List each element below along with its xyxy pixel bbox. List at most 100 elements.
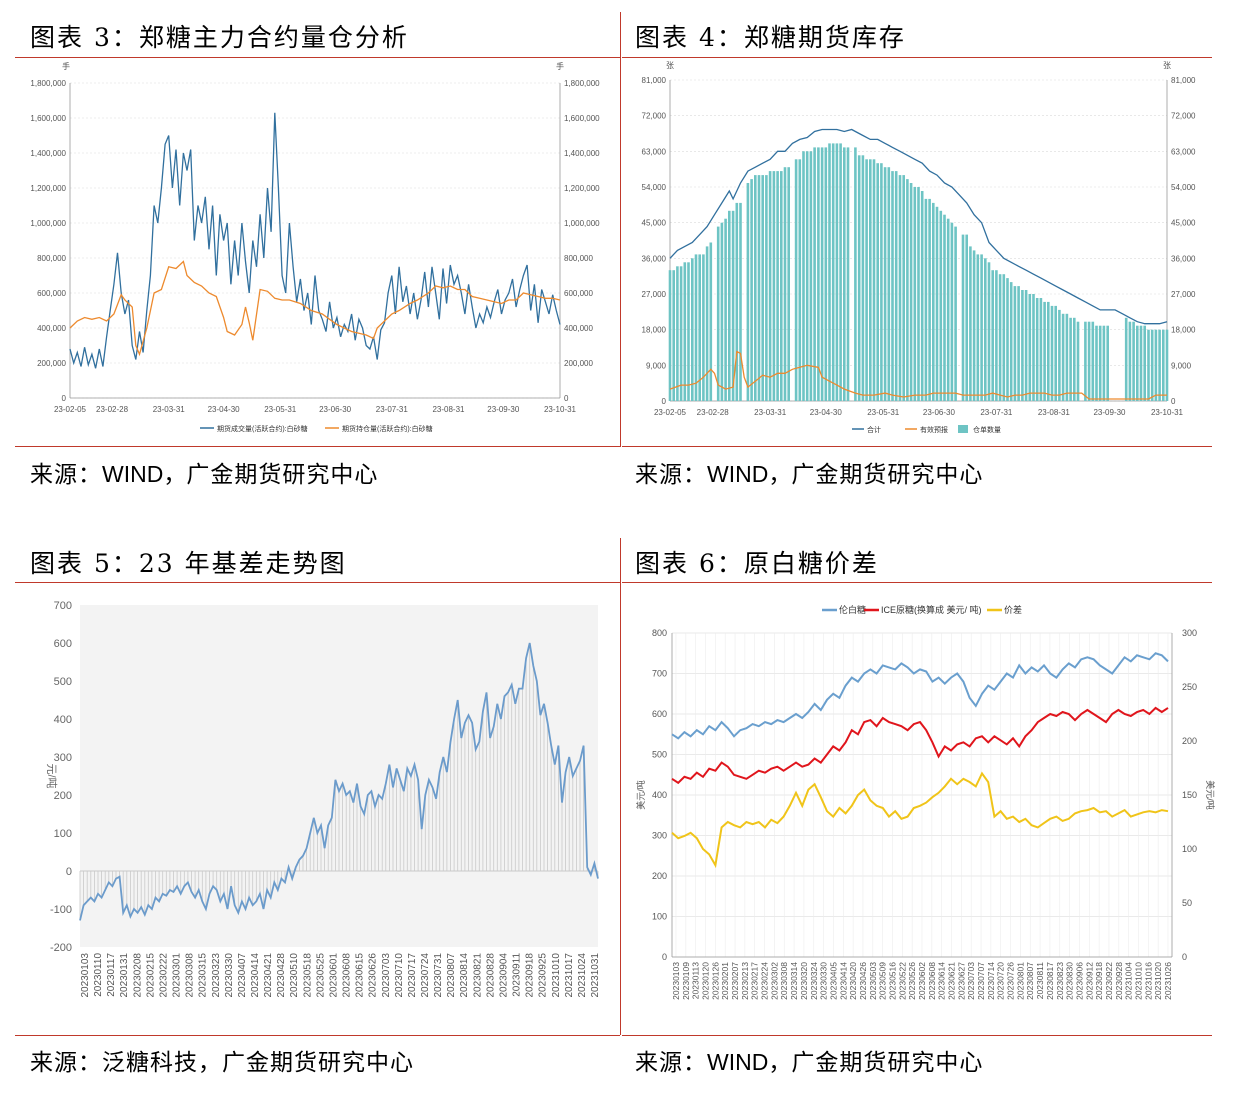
x-tick: 20230710	[394, 953, 405, 998]
x-tick: 23-06-30	[923, 408, 956, 417]
x-tick: 20230510	[289, 953, 300, 998]
y-tick-left: 27,000	[642, 290, 667, 299]
series-line	[79, 642, 599, 921]
bar	[987, 262, 991, 401]
y-tick-right: 200	[1182, 736, 1197, 746]
x-tick: 20230518	[302, 953, 313, 998]
bar	[1165, 329, 1169, 401]
chart5-source-rest: 泛糖科技，广金期货研究中心	[102, 1050, 414, 1076]
y-tick-left: 45,000	[642, 219, 667, 228]
y-tick-left: 0	[62, 394, 67, 403]
bar	[976, 254, 980, 401]
bar	[705, 246, 709, 401]
bar	[780, 171, 783, 401]
divider-mid-right	[622, 446, 1212, 447]
bar	[702, 254, 705, 401]
bar	[869, 159, 872, 401]
x-tick: 20230703	[381, 953, 392, 998]
x-tick: 20230601	[329, 953, 340, 998]
x-tick: 20230314	[789, 962, 799, 1000]
x-tick: 23-07-31	[376, 405, 409, 414]
x-tick: 20230308	[779, 962, 789, 1000]
y-tick-left: 700	[652, 669, 667, 679]
y-tick: 100	[54, 828, 72, 840]
bar	[924, 198, 928, 401]
legend-label: 期货持仓量(活跃合约):白砂糖	[342, 424, 433, 433]
bar	[887, 167, 891, 401]
bar	[1147, 329, 1150, 401]
x-tick: 20230315	[198, 953, 209, 998]
x-tick: 20230224	[760, 962, 770, 1000]
x-tick: 20230120	[701, 962, 711, 1000]
x-tick: 20230503	[868, 962, 878, 1000]
bar	[739, 202, 742, 401]
x-tick: 20230414	[838, 962, 848, 1000]
y-tick-left: 400	[652, 790, 667, 800]
bar	[913, 187, 917, 401]
divider-bottom-right	[622, 1035, 1212, 1036]
bar	[839, 143, 842, 401]
x-tick: 20230608	[342, 953, 353, 998]
x-tick: 20231031	[590, 953, 601, 998]
chart4-source-prefix: 来源：	[635, 462, 707, 488]
bar	[1158, 329, 1161, 401]
chart3-source-latin: WIND，	[102, 461, 187, 487]
x-tick: 23-10-31	[544, 405, 577, 414]
x-tick: 20231026	[1163, 962, 1173, 1000]
y-tick-left: 72,000	[642, 112, 667, 121]
x-tick: 20230811	[1035, 962, 1045, 999]
series-line	[69, 260, 561, 357]
y-tick-right: 9,000	[1171, 361, 1192, 370]
bar	[798, 159, 802, 401]
bar	[865, 159, 868, 401]
y-tick-left: 500	[652, 750, 667, 760]
x-tick: 20230614	[937, 962, 947, 1000]
x-tick: 20230222	[159, 953, 170, 998]
bar	[965, 234, 968, 401]
x-tick: 20230814	[459, 953, 470, 998]
legend-label: 价差	[1004, 604, 1022, 615]
x-tick: 20230215	[145, 953, 156, 998]
y-tick-left: 200	[652, 871, 667, 881]
x-tick: 20230421	[263, 953, 274, 998]
y-tick-right: 54,000	[1171, 183, 1196, 192]
x-tick: 20230707	[976, 962, 986, 1000]
bar	[768, 171, 772, 401]
bar	[972, 250, 976, 401]
unit-right: 手	[556, 61, 564, 71]
x-tick: 20230615	[355, 953, 366, 998]
bar	[835, 143, 839, 401]
x-tick: 20230308	[185, 953, 196, 998]
bar	[817, 147, 820, 401]
x-tick: 20230731	[433, 953, 444, 998]
y-tick-right: 18,000	[1171, 326, 1196, 335]
bar	[761, 175, 764, 401]
bar	[857, 155, 861, 401]
bar	[802, 151, 805, 401]
legend-label: 合计	[867, 425, 881, 434]
x-tick: 23-05-31	[867, 408, 900, 417]
bar	[894, 171, 898, 401]
bar	[698, 254, 701, 401]
y-tick-right: 1,200,000	[564, 184, 600, 193]
bar	[746, 183, 750, 401]
x-tick: 20230302	[769, 962, 779, 1000]
bar	[1002, 274, 1006, 401]
x-tick: 20230608	[927, 962, 937, 1000]
bar	[935, 206, 939, 401]
chart4-title: 图表 4：郑糖期货库存	[635, 23, 906, 52]
bar	[724, 218, 727, 401]
y-tick-left: 600,000	[37, 289, 66, 298]
bar	[961, 234, 965, 401]
bar	[1150, 329, 1154, 401]
x-tick: 20230911	[512, 953, 523, 997]
bar	[898, 175, 902, 401]
bar	[776, 171, 779, 401]
bar	[1043, 301, 1046, 401]
bar	[754, 175, 757, 401]
chart4-source-rest: 广金期货研究中心	[791, 462, 984, 488]
x-tick: 23-08-31	[1038, 408, 1071, 417]
y-tick-right: 150	[1182, 790, 1197, 800]
x-tick: 20230720	[996, 962, 1006, 1000]
series-line	[669, 350, 1167, 400]
